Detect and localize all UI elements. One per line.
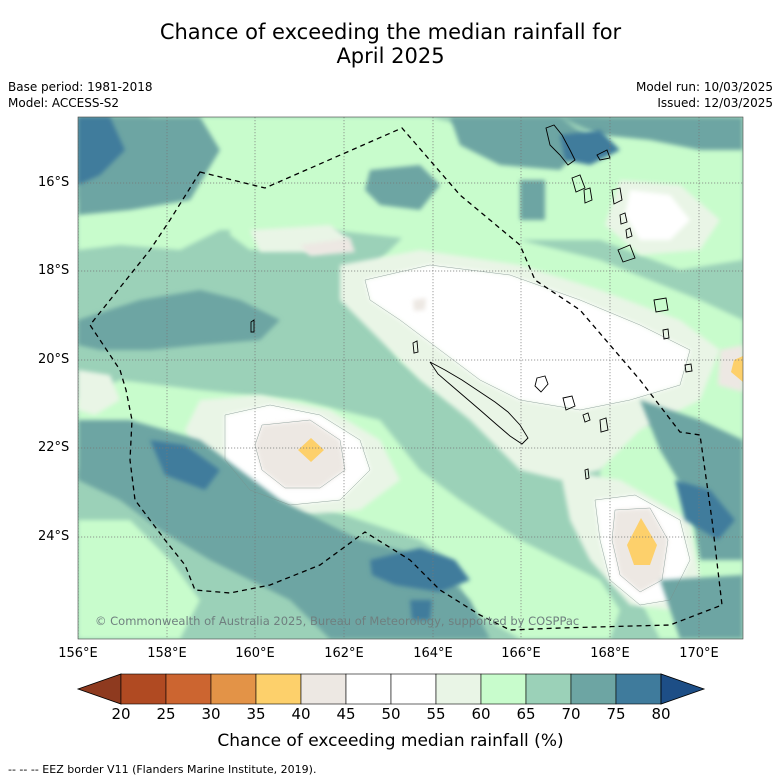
colorbar-tick-55: 55 bbox=[426, 705, 446, 723]
colorbar-tick-65: 65 bbox=[516, 705, 536, 723]
colorbar-tick-50: 50 bbox=[381, 705, 401, 723]
colorbar-extension-low bbox=[76, 673, 122, 705]
meta-left: Base period: 1981-2018 Model: ACCESS-S2 bbox=[8, 79, 153, 111]
lon-label-170e: 170°E bbox=[679, 646, 719, 661]
map-title: Chance of exceeding the median rainfall … bbox=[0, 20, 781, 68]
title-line-2: April 2025 bbox=[336, 44, 445, 68]
map-frame bbox=[77, 116, 744, 640]
lon-label-158e: 158°E bbox=[147, 646, 187, 661]
lon-label-168e: 168°E bbox=[590, 646, 630, 661]
colorbar-tick-60: 60 bbox=[471, 705, 491, 723]
colorbar-tick-75: 75 bbox=[606, 705, 626, 723]
colorbar-tick-30: 30 bbox=[201, 705, 221, 723]
base-period: Base period: 1981-2018 bbox=[8, 80, 153, 94]
colorbar bbox=[76, 673, 706, 705]
lon-label-164e: 164°E bbox=[413, 646, 453, 661]
colorbar-tick-35: 35 bbox=[246, 705, 266, 723]
colorbar-tick-80: 80 bbox=[651, 705, 671, 723]
colorbar-tick-70: 70 bbox=[561, 705, 581, 723]
colorbar-tick-20: 20 bbox=[111, 705, 131, 723]
model-name: Model: ACCESS-S2 bbox=[8, 96, 120, 110]
colorbar-tick-45: 45 bbox=[336, 705, 356, 723]
eez-border bbox=[89, 127, 723, 631]
lon-label-156e: 156°E bbox=[58, 646, 98, 661]
lat-label-18s: 18°S bbox=[38, 263, 70, 278]
title-line-1: Chance of exceeding the median rainfall … bbox=[159, 20, 622, 44]
issued-date: Issued: 12/03/2025 bbox=[657, 96, 773, 110]
lon-label-160e: 160°E bbox=[235, 646, 275, 661]
eez-footnote: -- -- -- EEZ border V11 (Flanders Marine… bbox=[8, 763, 317, 776]
model-run: Model run: 10/03/2025 bbox=[635, 80, 773, 94]
rainfall-probability-field bbox=[78, 117, 743, 639]
lon-label-162e: 162°E bbox=[324, 646, 364, 661]
meta-right: Model run: 10/03/2025 Issued: 12/03/2025 bbox=[636, 79, 773, 111]
colorbar-tick-25: 25 bbox=[156, 705, 176, 723]
lat-label-16s: 16°S bbox=[38, 175, 70, 190]
lat-label-24s: 24°S bbox=[38, 529, 70, 544]
colorbar-extension-high bbox=[660, 673, 706, 705]
coastlines bbox=[250, 124, 693, 480]
lat-label-20s: 20°S bbox=[38, 352, 70, 367]
colorbar-tick-40: 40 bbox=[291, 705, 311, 723]
lat-label-22s: 22°S bbox=[38, 440, 70, 455]
map-credit: © Commonwealth of Australia 2025, Bureau… bbox=[95, 614, 580, 628]
colorbar-label: Chance of exceeding median rainfall (%) bbox=[217, 731, 564, 751]
lon-label-166e: 166°E bbox=[501, 646, 541, 661]
